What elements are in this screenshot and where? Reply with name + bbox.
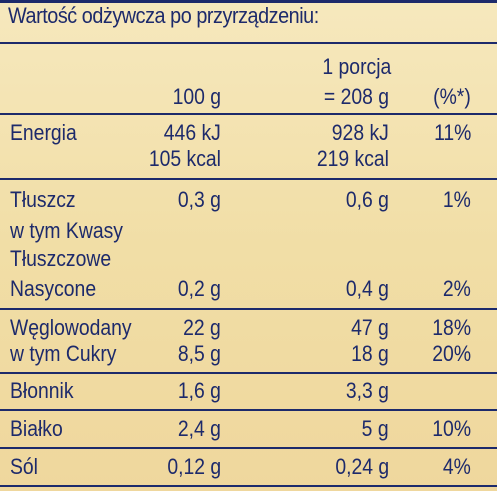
divider bbox=[0, 42, 497, 44]
saturates-portion: 0,4 g bbox=[345, 276, 389, 301]
row-label-saturates-line1: w tym Kwasy bbox=[10, 218, 123, 243]
row-label-carbohydrate: Węglowodany bbox=[10, 315, 132, 340]
energy-kcal-100g: 105 kcal bbox=[148, 146, 221, 171]
row-label-saturates-line2: Tłuszczowe bbox=[10, 246, 112, 271]
sugars-percent: 20% bbox=[432, 341, 471, 366]
fat-percent: 1% bbox=[443, 187, 471, 212]
divider bbox=[0, 485, 497, 487]
saturates-100g: 0,2 g bbox=[177, 276, 221, 301]
row-label-saturates-line3: Nasycone bbox=[10, 276, 97, 301]
row-label-salt: Sól bbox=[10, 454, 38, 479]
divider bbox=[0, 447, 497, 449]
fibre-portion: 3,3 g bbox=[345, 378, 389, 403]
energy-kj-100g: 446 kJ bbox=[163, 120, 221, 145]
header-portion-line2: = 208 g bbox=[323, 84, 389, 109]
protein-portion: 5 g bbox=[362, 416, 389, 441]
divider bbox=[0, 372, 497, 374]
salt-percent: 4% bbox=[443, 454, 471, 479]
energy-percent: 11% bbox=[433, 120, 471, 145]
divider bbox=[0, 178, 497, 180]
header-percent: (%*) bbox=[433, 84, 471, 109]
divider bbox=[0, 113, 497, 115]
table-title: Wartość odżywcza po przyrządzeniu: bbox=[8, 3, 319, 28]
carbohydrate-percent: 18% bbox=[432, 315, 471, 340]
energy-kj-portion: 928 kJ bbox=[331, 120, 389, 145]
header-portion-line1: 1 porcja bbox=[322, 54, 391, 79]
protein-percent: 10% bbox=[432, 416, 471, 441]
fibre-100g: 1,6 g bbox=[177, 378, 221, 403]
row-label-fat: Tłuszcz bbox=[10, 187, 76, 212]
energy-kcal-portion: 219 kcal bbox=[316, 146, 389, 171]
carbohydrate-portion: 47 g bbox=[351, 315, 389, 340]
saturates-percent: 2% bbox=[443, 276, 471, 301]
fat-100g: 0,3 g bbox=[177, 187, 221, 212]
row-label-fibre: Błonnik bbox=[10, 378, 74, 403]
divider bbox=[0, 308, 497, 310]
sugars-portion: 18 g bbox=[351, 341, 389, 366]
carbohydrate-100g: 22 g bbox=[183, 315, 221, 340]
divider bbox=[0, 409, 497, 411]
row-label-energy: Energia bbox=[10, 120, 77, 145]
sugars-100g: 8,5 g bbox=[177, 341, 221, 366]
salt-100g: 0,12 g bbox=[167, 454, 221, 479]
salt-portion: 0,24 g bbox=[335, 454, 389, 479]
fat-portion: 0,6 g bbox=[345, 187, 389, 212]
protein-100g: 2,4 g bbox=[177, 416, 221, 441]
row-label-protein: Białko bbox=[10, 416, 63, 441]
header-100g: 100 g bbox=[172, 84, 221, 109]
row-label-sugars: w tym Cukry bbox=[10, 341, 117, 366]
